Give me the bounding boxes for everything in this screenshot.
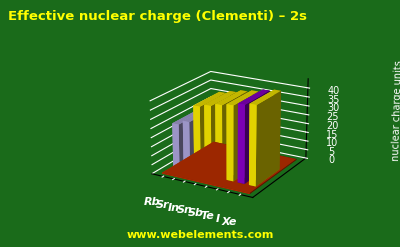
Text: Effective nuclear charge (Clementi) – 2s: Effective nuclear charge (Clementi) – 2s [8,10,307,23]
Text: www.webelements.com: www.webelements.com [126,230,274,240]
